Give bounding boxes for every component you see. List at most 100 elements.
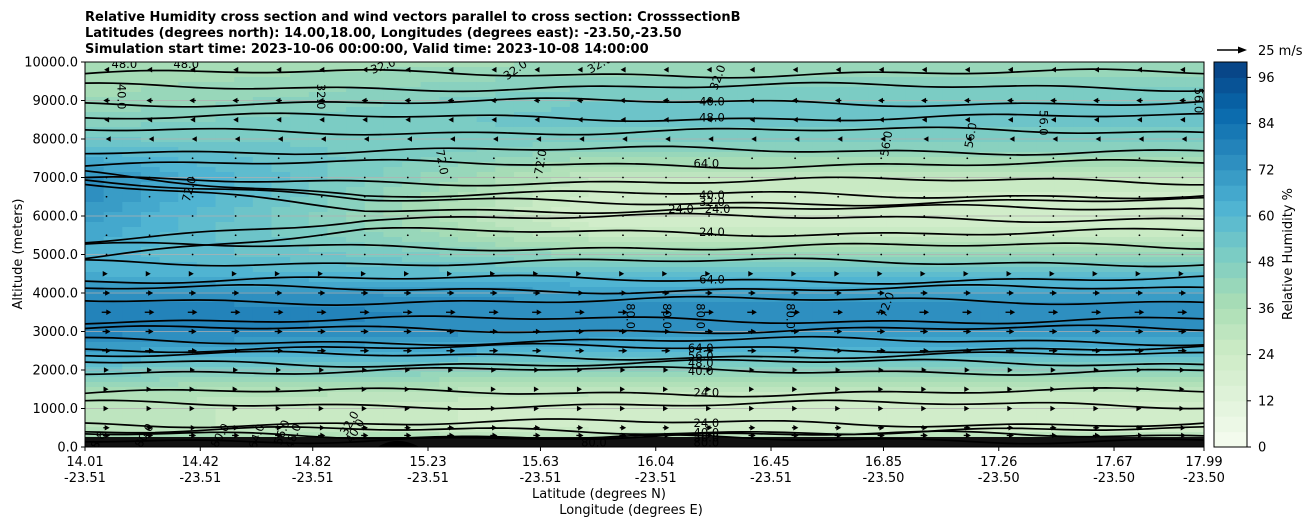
rh-fill-cell [737,292,757,298]
rh-fill-cell [196,152,217,158]
rh-fill-cell [607,407,627,413]
rh-fill-cell [868,427,888,433]
rh-fill-cell [569,112,590,118]
rh-contour-line [85,126,1204,136]
rh-fill-cell [532,207,552,213]
rh-fill-cell [719,382,739,388]
rh-fill-cell [775,227,795,233]
rh-fill-cell [700,87,720,93]
rh-fill-cell [1110,267,1130,273]
rh-fill-cell [607,117,627,123]
rh-fill-cell [140,202,161,208]
rh-fill-cell [980,322,1000,328]
rh-fill-cell [700,107,720,113]
rh-fill-cell [1185,372,1204,378]
rh-fill-cell [1166,287,1186,293]
rh-fill-cell [551,237,571,243]
rh-fill-cell [1185,127,1204,133]
rh-fill-cell [644,272,664,278]
rh-fill-cell [644,232,664,238]
rh-fill-cell [812,392,832,398]
wind-vector-head [1138,136,1144,142]
rh-fill-cell [980,172,1000,178]
rh-fill-cell [1017,302,1037,308]
rh-fill-cell [439,312,459,318]
rh-fill-cell [1092,237,1112,243]
rh-fill-cell [439,82,459,88]
rh-fill-cell [961,122,981,128]
wind-vector [622,195,624,198]
rh-fill-cell [1036,162,1056,168]
rh-fill-cell [1110,192,1130,198]
rh-fill-cell [1092,257,1112,263]
rh-fill-cell [961,287,981,293]
rh-fill-cell [998,257,1019,263]
rh-fill-cell [905,147,925,153]
rh-fill-cell [905,197,925,203]
rh-fill-cell [215,357,235,363]
rh-fill-cell [85,107,105,113]
rh-contour-line [85,68,1204,79]
rh-fill-cell [849,207,869,213]
rh-fill-cell [980,142,1000,148]
rh-fill-cell [215,292,235,298]
rh-fill-cell [737,142,757,148]
rh-fill-cell [122,112,142,118]
rh-fill-cell [812,222,832,228]
rh-fill-cell [513,432,534,438]
rh-fill-cell [364,357,384,363]
rh-fill-cell [364,282,384,288]
rh-fill-cell [607,127,627,133]
rh-fill-cell [458,267,478,273]
rh-fill-cell [700,382,720,388]
rh-fill-cell [868,312,888,318]
rh-fill-cell [737,297,757,303]
rh-fill-cell [942,137,963,143]
rh-fill-cell [140,172,161,178]
rh-fill-cell [85,177,105,183]
rh-fill-cell [607,317,627,323]
rh-fill-cell [495,82,515,88]
rh-fill-cell [364,377,384,383]
rh-fill-cell [420,317,440,323]
rh-fill-cell [196,112,217,118]
rh-fill-cell [402,332,422,338]
rh-fill-cell [756,212,776,218]
rh-fill-cell [140,402,161,408]
rh-fill-cell [346,102,366,108]
rh-fill-cell [364,322,384,328]
rh-fill-cell [719,352,739,358]
rh-fill-cell [644,257,664,263]
rh-fill-cell [327,347,347,353]
rh-fill-cell [513,122,534,128]
rh-fill-cell [607,192,627,198]
wind-vector [406,234,409,237]
rh-fill-cell [271,427,291,433]
rh-fill-cell [122,377,142,383]
rh-fill-cell [140,147,161,153]
rh-fill-cell [1092,192,1112,198]
rh-fill-cell [252,182,273,188]
rh-fill-cell [495,217,515,223]
rh-fill-cell [290,317,310,323]
rh-fill-cell [588,232,608,238]
rh-fill-cell [85,117,105,123]
rh-fill-cell [569,122,590,128]
rh-fill-cell [737,247,757,253]
rh-fill-cell [495,392,515,398]
rh-fill-cell [402,412,422,418]
rh-fill-cell [439,417,459,423]
rh-fill-cell [961,407,981,413]
wind-vector [277,157,280,160]
rh-fill-cell [1073,417,1093,423]
rh-fill-cell [942,227,963,233]
rh-fill-cell [196,212,217,218]
wind-vector-head [1180,116,1186,123]
rh-fill-cell [439,222,459,228]
rh-fill-cell [1185,347,1204,353]
rh-fill-cell [327,362,347,368]
rh-fill-cell [271,302,291,308]
wind-vector [234,215,237,217]
rh-fill-cell [1017,342,1037,348]
rh-fill-cell [1017,77,1037,83]
